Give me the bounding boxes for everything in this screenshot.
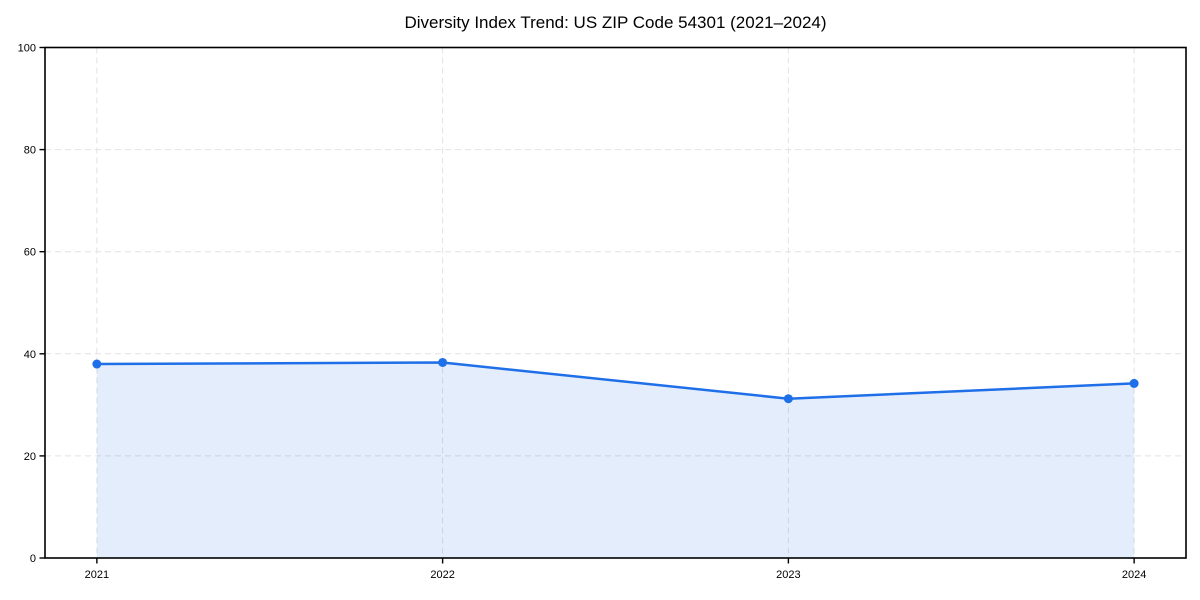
area-fill bbox=[96, 362, 1135, 558]
x-tick-label: 2021 bbox=[85, 569, 109, 581]
y-tick-label: 100 bbox=[18, 43, 36, 55]
y-tick-label: 80 bbox=[24, 145, 36, 157]
data-point-marker bbox=[1129, 378, 1139, 388]
chart-title: Diversity Index Trend: US ZIP Code 54301… bbox=[404, 13, 827, 32]
y-tick-label: 60 bbox=[24, 247, 36, 259]
data-point-marker bbox=[783, 394, 793, 404]
y-tick-label: 20 bbox=[24, 451, 36, 463]
x-tick-label: 2023 bbox=[776, 569, 800, 581]
y-tick-label: 0 bbox=[30, 553, 36, 565]
data-point-marker bbox=[92, 359, 102, 369]
x-tick-label: 2022 bbox=[430, 569, 454, 581]
y-tick-label: 40 bbox=[24, 349, 36, 361]
data-point-marker bbox=[438, 357, 448, 367]
x-tick-label: 2024 bbox=[1122, 569, 1146, 581]
plot-border bbox=[44, 46, 1187, 559]
trend-line bbox=[96, 361, 1135, 400]
